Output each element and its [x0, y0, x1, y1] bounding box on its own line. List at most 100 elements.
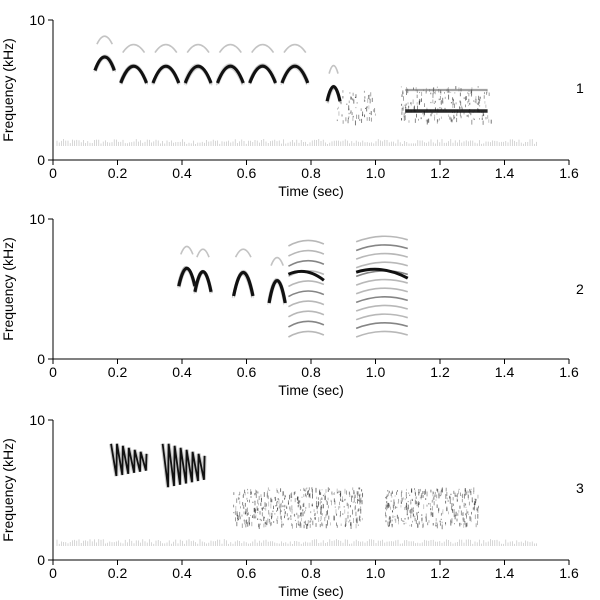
x-tick-label: 0.6 [237, 165, 257, 181]
arch-harmonic [122, 43, 146, 54]
x-tick-label: 1.0 [366, 565, 386, 581]
x-tick-label: 1.2 [430, 565, 450, 581]
x-tick-label: 0 [49, 165, 57, 181]
y-tick-label: 10 [29, 412, 45, 428]
arch-stroke [193, 270, 213, 293]
segment-noise [336, 90, 376, 126]
harmonic-line [355, 296, 408, 304]
panel-1-x-ticks: 0 0.2 0.4 0.6 0.8 1.0 1.2 1.4 1.6 [49, 160, 579, 181]
segment-arch [325, 64, 342, 104]
harmonic-line [355, 244, 408, 252]
panel-2: 0 0.2 0.4 0.6 0.8 1.0 1.2 1.4 1.6 0 10 Time (sec)… [0, 211, 584, 398]
x-tick-label: 1.2 [430, 165, 450, 181]
panel-3-x-ticks: 0 0.2 0.4 0.6 0.8 1.0 1.2 1.4 1.6 [49, 560, 579, 581]
panel-2-label: 2 [576, 281, 584, 297]
harmonic-line [288, 290, 325, 298]
x-tick-label: 0.2 [108, 165, 128, 181]
harmonic-line [288, 259, 325, 267]
panel-1-label: 1 [576, 80, 584, 96]
y-tick-label: 10 [29, 12, 45, 28]
x-tick-label: 1.6 [559, 565, 579, 581]
x-tick-label: 1.4 [495, 165, 515, 181]
arch-stroke [248, 64, 278, 84]
harmonic-line [288, 330, 325, 338]
arch-harmonic [218, 43, 242, 54]
panel-2-y-ticks: 0 10 [29, 211, 53, 367]
x-tick-label: 1.4 [495, 364, 515, 380]
panel-3-x-axis-title: Time (sec) [278, 583, 344, 599]
harmonic-line [288, 310, 325, 318]
x-tick-label: 1.2 [430, 364, 450, 380]
harmonic-line [355, 278, 408, 286]
arch-harmonic [251, 43, 275, 54]
panel-2-spectrogram-marks [176, 235, 409, 338]
harmonic-line [288, 249, 325, 257]
segment-arch [176, 245, 197, 289]
panel-1-y-ticks: 0 10 [29, 12, 53, 168]
arch-stroke [93, 55, 116, 71]
x-tick-label: 0 [49, 565, 57, 581]
segment-arch [93, 35, 117, 73]
arch-stroke [151, 64, 181, 84]
x-tick-label: 0.8 [301, 364, 321, 380]
x-tick-label: 0.6 [237, 364, 257, 380]
arch-stroke [232, 271, 255, 297]
arch-stroke [215, 64, 245, 84]
panel-2-y-axis-title: Frequency (kHz) [0, 237, 16, 340]
x-tick-label: 0.4 [172, 364, 192, 380]
arch-harmonic [180, 245, 194, 255]
segment-arch [231, 248, 255, 299]
x-tick-label: 1.0 [366, 364, 386, 380]
harmonic-line [288, 320, 325, 328]
x-tick-label: 1.6 [559, 165, 579, 181]
panel-3-spectrogram-marks [56, 443, 537, 546]
segment-band [400, 86, 492, 125]
panel-2-x-axis-title: Time (sec) [278, 382, 344, 398]
x-tick-label: 1.0 [366, 165, 386, 181]
segment-harmonic [355, 235, 409, 338]
panel-3-y-ticks: 0 10 [29, 412, 53, 568]
arch-stroke [325, 85, 342, 102]
x-tick-label: 0.2 [108, 364, 128, 380]
zigzag-stroke [161, 443, 206, 488]
panel-3-y-axis-title: Frequency (kHz) [0, 438, 16, 541]
harmonic-line [288, 300, 325, 308]
harmonic-line [355, 322, 408, 330]
segment-noise [233, 487, 364, 530]
y-tick-label: 10 [29, 211, 45, 227]
panel-1: 0 0.2 0.4 0.6 0.8 1.0 1.2 1.4 1.6 0 10 Time (sec)… [0, 12, 584, 199]
segment-zigzag [109, 443, 149, 477]
harmonic-line [355, 252, 408, 260]
x-tick-label: 1.4 [495, 565, 515, 581]
arch-stroke [267, 279, 287, 304]
segment-harmonic [287, 239, 325, 338]
harmonic-line [355, 287, 408, 295]
segment-arch [280, 43, 310, 86]
arch-harmonic [283, 43, 307, 54]
x-tick-label: 0.6 [237, 565, 257, 581]
x-tick-label: 0.8 [301, 565, 321, 581]
x-tick-label: 0.4 [172, 565, 192, 581]
harmonic-line [355, 313, 408, 321]
x-tick-label: 1.6 [559, 364, 579, 380]
arch-harmonic [270, 256, 284, 266]
harmonic-fundamental [355, 267, 409, 280]
arch-harmonic [186, 43, 210, 54]
arch-stroke [183, 64, 213, 84]
panel-1-y-axis-title: Frequency (kHz) [0, 38, 16, 141]
noise-floor [56, 539, 537, 546]
arch-harmonic [196, 248, 210, 258]
y-tick-label: 0 [37, 552, 45, 568]
segment-arch [183, 43, 213, 86]
panel-1-spectrogram-marks [56, 35, 537, 146]
arch-harmonic [96, 35, 113, 45]
harmonic-line [355, 330, 408, 338]
arch-harmonic [234, 248, 252, 258]
arch-stroke [119, 64, 149, 84]
zigzag-stroke [110, 443, 148, 477]
harmonic-line [355, 304, 408, 312]
x-tick-label: 0.8 [301, 165, 321, 181]
arch-harmonic [328, 64, 339, 74]
harmonic-line [288, 239, 325, 247]
